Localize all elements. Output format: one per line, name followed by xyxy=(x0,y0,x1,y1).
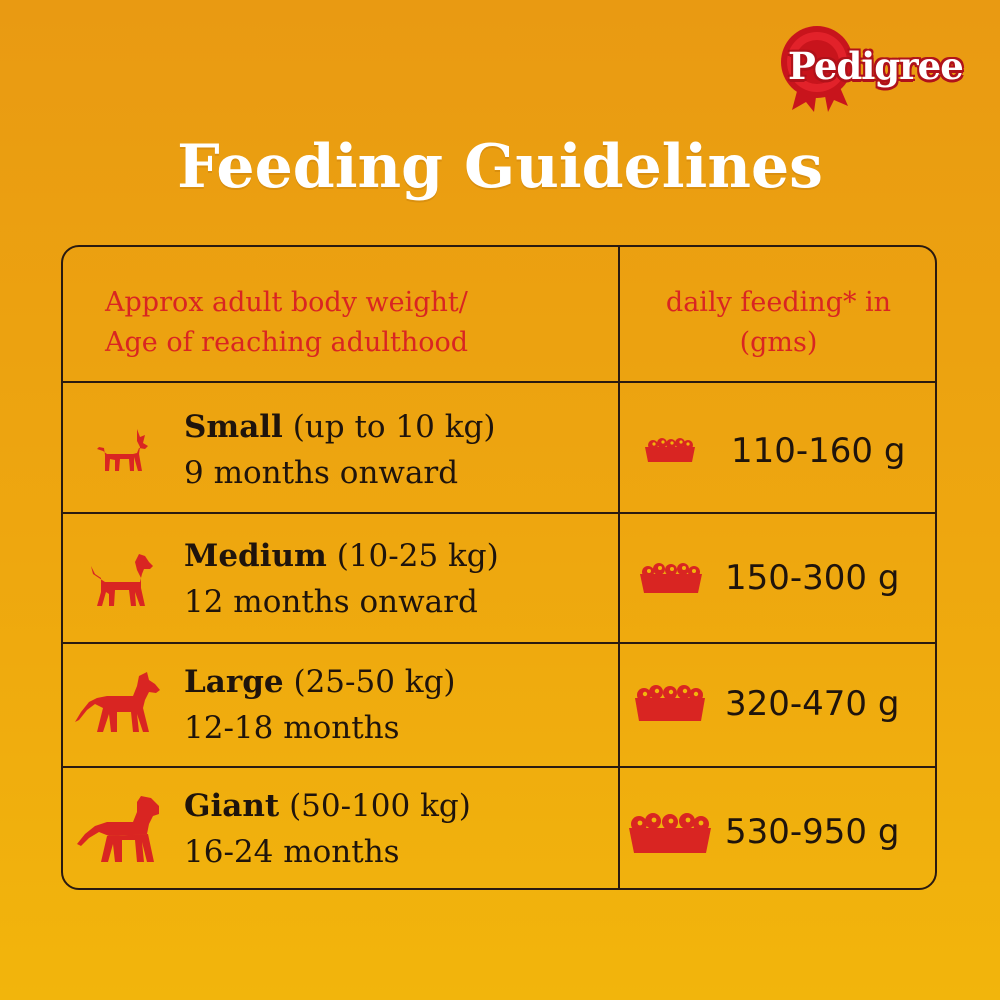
large-dog-icon xyxy=(75,672,160,732)
size-name: Medium xyxy=(184,538,327,574)
size-label: Giant (50-100 kg) xyxy=(184,788,471,824)
header-right-line1: daily feeding* in xyxy=(665,287,892,318)
header-right-line2: (gms) xyxy=(739,327,818,358)
small-dog-icon xyxy=(97,429,148,471)
table-row-giant: Giant (50-100 kg) 16-24 months 530-950 g xyxy=(63,768,935,890)
medium-dog-icon xyxy=(91,554,153,606)
page-title: Feeding Guidelines xyxy=(177,132,823,202)
age-label: 16-24 months xyxy=(184,834,400,870)
size-label: Large (25-50 kg) xyxy=(184,664,456,700)
age-label: 12-18 months xyxy=(184,710,400,746)
feeding-amount: 320-470 g xyxy=(725,684,900,724)
header-left-line2: Age of reaching adulthood xyxy=(105,327,468,358)
header-left-line1: Approx adult body weight/ xyxy=(105,287,468,318)
food-bowl-icon xyxy=(635,685,705,721)
feeding-amount: 530-950 g xyxy=(725,812,900,852)
size-name: Large xyxy=(184,664,284,700)
weight-range: (50-100 kg) xyxy=(289,788,471,824)
food-bowl-icon xyxy=(645,438,695,462)
table-row-small: Small (up to 10 kg) 9 months onward 110-… xyxy=(63,383,935,512)
size-label: Medium (10-25 kg) xyxy=(184,538,499,574)
food-bowl-icon xyxy=(640,563,702,593)
header-weight-age: Approx adult body weight/ Age of reachin… xyxy=(105,283,605,363)
header-daily-feeding: daily feeding* in (gms) xyxy=(620,283,937,363)
age-label: 9 months onward xyxy=(184,455,459,491)
row-divider xyxy=(63,642,935,644)
brand-name: Pedigree xyxy=(788,44,964,88)
size-name: Giant xyxy=(184,788,280,824)
weight-range: (25-50 kg) xyxy=(293,664,456,700)
age-label: 12 months onward xyxy=(184,584,478,620)
row-divider xyxy=(63,512,935,514)
row-divider xyxy=(63,381,935,383)
feeding-amount: 110-160 g xyxy=(731,431,906,471)
size-label: Small (up to 10 kg) xyxy=(184,409,495,445)
feeding-table: Approx adult body weight/ Age of reachin… xyxy=(61,245,937,890)
size-name: Small xyxy=(184,409,283,445)
pedigree-logo: Pedigree xyxy=(762,22,987,112)
food-bowl-icon xyxy=(629,813,711,853)
giant-dog-icon xyxy=(77,796,159,862)
weight-range: (up to 10 kg) xyxy=(292,409,496,445)
rosette-icon xyxy=(781,26,853,112)
feeding-amount: 150-300 g xyxy=(725,558,900,598)
table-row-large: Large (25-50 kg) 12-18 months 320-470 g xyxy=(63,644,935,766)
weight-range: (10-25 kg) xyxy=(336,538,499,574)
row-divider xyxy=(63,766,935,768)
column-divider xyxy=(618,247,620,888)
table-row-medium: Medium (10-25 kg) 12 months onward 150-3… xyxy=(63,514,935,642)
